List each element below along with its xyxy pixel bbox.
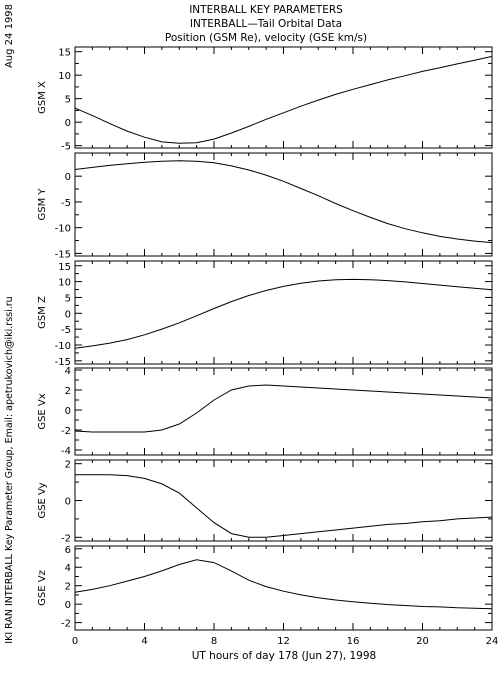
y-tick-label: 15: [58, 48, 71, 59]
y-tick-label: -2: [61, 619, 71, 630]
y-tick-label: -2: [61, 533, 71, 544]
y-axis-label: GSM Y: [37, 188, 48, 221]
panel-1: -5 0 5 10 15 GSM X: [37, 46, 493, 153]
y-tick-label: -5: [61, 142, 71, 153]
panel-6: -2 0 2 4 6 GSE Vz: [37, 545, 493, 631]
chart-subtitle: INTERBALL—Tail Orbital Data: [190, 18, 342, 30]
y-tick-label: 0: [65, 118, 71, 129]
y-tick-label: -4: [61, 446, 71, 457]
y-axis-label: GSM Z: [37, 296, 48, 329]
y-tick-label: -15: [55, 249, 71, 260]
series-line: [75, 474, 493, 538]
x-axis-label: UT hours of day 178 (Jun 27), 1998: [192, 650, 376, 662]
series-line: [74, 278, 493, 349]
x-tick-label: 0: [72, 636, 78, 647]
y-tick-label: 5: [65, 293, 71, 304]
chart-title: INTERBALL KEY PARAMETERS: [189, 4, 343, 16]
x-tick-label: 12: [277, 636, 290, 647]
panel-frame: [74, 545, 493, 631]
y-tick-label: -5: [61, 325, 71, 336]
x-tick-label: 4: [141, 636, 147, 647]
y-tick-label: 10: [58, 278, 71, 289]
y-tick-label: 0: [65, 406, 71, 417]
y-tick-label: 2: [65, 460, 71, 471]
series-line: [74, 559, 493, 610]
y-axis-label: GSE Vx: [37, 393, 48, 429]
panel-3: -15 -10 -5 0 5 10 15 GSM Z: [37, 260, 493, 368]
y-tick-label: -5: [61, 198, 71, 209]
series-line: [74, 55, 493, 144]
date-stamp: Aug 24 1998: [4, 4, 15, 68]
y-tick-label: 5: [65, 95, 71, 106]
x-tick-label: 16: [347, 636, 360, 647]
y-tick-label: 0: [65, 172, 71, 183]
panel-frame: [74, 152, 493, 257]
chart-subtitle-2: Position (GSM Re), velocity (GSE km/s): [165, 32, 367, 44]
y-axis-label: GSM X: [37, 81, 48, 114]
y-tick-label: 2: [65, 386, 71, 397]
y-axis-label: GSE Vz: [37, 570, 48, 606]
x-tick-label: 8: [211, 636, 217, 647]
panel-2: -15 -10 -5 0 GSM Y: [37, 152, 493, 260]
panel-frame: [74, 260, 493, 365]
y-tick-label: 2: [65, 582, 71, 593]
y-tick-label: -15: [55, 357, 71, 368]
panel-frame: [74, 46, 493, 149]
y-tick-label: 0: [65, 309, 71, 320]
y-tick-label: 6: [65, 545, 71, 556]
y-tick-label: -10: [55, 224, 71, 235]
y-tick-label: 4: [65, 366, 71, 377]
y-axis-label: GSE Vy: [37, 482, 48, 518]
x-tick-label: 24: [486, 636, 499, 647]
panels-group: -5 0 5 10 15 GSM X -15 -10 -5 0 GSM Y -15 -10 -5 0 5 10 1…: [37, 46, 499, 647]
x-tick-label: 20: [416, 636, 429, 647]
panel-frame: [74, 367, 493, 456]
credit-line: IKI RAN INTERBALL Key Parameter Group, E…: [4, 296, 15, 643]
y-tick-label: 15: [58, 262, 71, 273]
panel-frame: [74, 459, 493, 542]
panel-4: -4 -2 0 2 4 GSE Vx: [37, 366, 493, 457]
y-tick-label: 10: [58, 71, 71, 82]
panel-5: -2 0 2 GSE Vy: [37, 459, 493, 544]
y-tick-label: 0: [65, 497, 71, 508]
y-tick-label: 0: [65, 600, 71, 611]
series-line: [74, 384, 493, 433]
series-line: [74, 160, 493, 244]
y-tick-label: -2: [61, 426, 71, 437]
y-tick-label: -10: [55, 341, 71, 352]
y-tick-label: 4: [65, 563, 71, 574]
